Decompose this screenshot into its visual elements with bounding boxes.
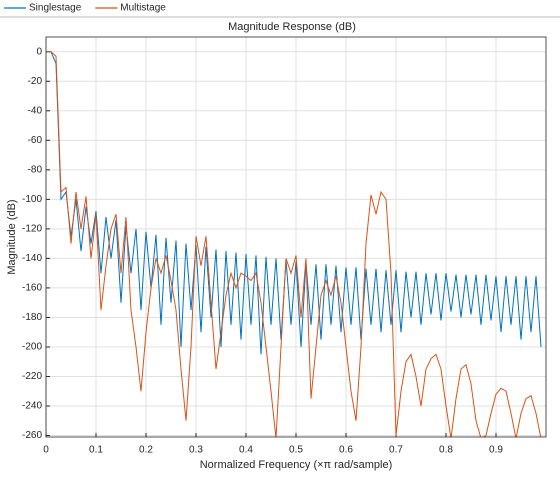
plot-lines [46, 51, 542, 437]
x-tick-label: 0.3 [189, 445, 203, 456]
y-tick-label: -160 [22, 283, 42, 294]
y-tick-label: -120 [22, 224, 42, 235]
y-tick-label: 0 [36, 46, 42, 57]
y-tick-label: -140 [22, 253, 42, 264]
x-tick-label: 0.5 [289, 445, 303, 456]
legend-label: Multistage [120, 3, 166, 14]
axes-box [45, 36, 547, 438]
x-tick-label: 0.4 [239, 445, 253, 456]
y-tick-label: -180 [22, 312, 42, 323]
y-tick-label: -40 [28, 105, 43, 116]
x-tick-label: 0.1 [89, 445, 103, 456]
x-tick-label: 0.9 [489, 445, 503, 456]
y-tick-label: -80 [28, 164, 43, 175]
y-axis-label: Magnitude (dB) [6, 199, 18, 274]
y-tick-label: -240 [22, 401, 42, 412]
legend-bar [0, 0, 560, 17]
chart-title: Magnitude Response (dB) [228, 21, 356, 33]
series-line [46, 51, 542, 355]
y-tick-label: -20 [28, 76, 43, 87]
x-axis-label: Normalized Frequency (×π rad/sample) [200, 459, 393, 471]
y-tick-label: -260 [22, 430, 42, 441]
legend-label: Singlestage [29, 3, 82, 14]
y-tick-label: -200 [22, 342, 42, 353]
x-tick-label: 0.7 [389, 445, 403, 456]
series-line [46, 51, 542, 437]
x-tick-label: 0.2 [139, 445, 153, 456]
x-tick-label: 0.8 [439, 445, 453, 456]
x-tick-label: 0.6 [339, 445, 353, 456]
y-tick-label: -60 [28, 135, 43, 146]
y-tick-label: -220 [22, 371, 42, 382]
y-tick-label: -100 [22, 194, 42, 205]
x-tick-label: 0 [43, 445, 49, 456]
